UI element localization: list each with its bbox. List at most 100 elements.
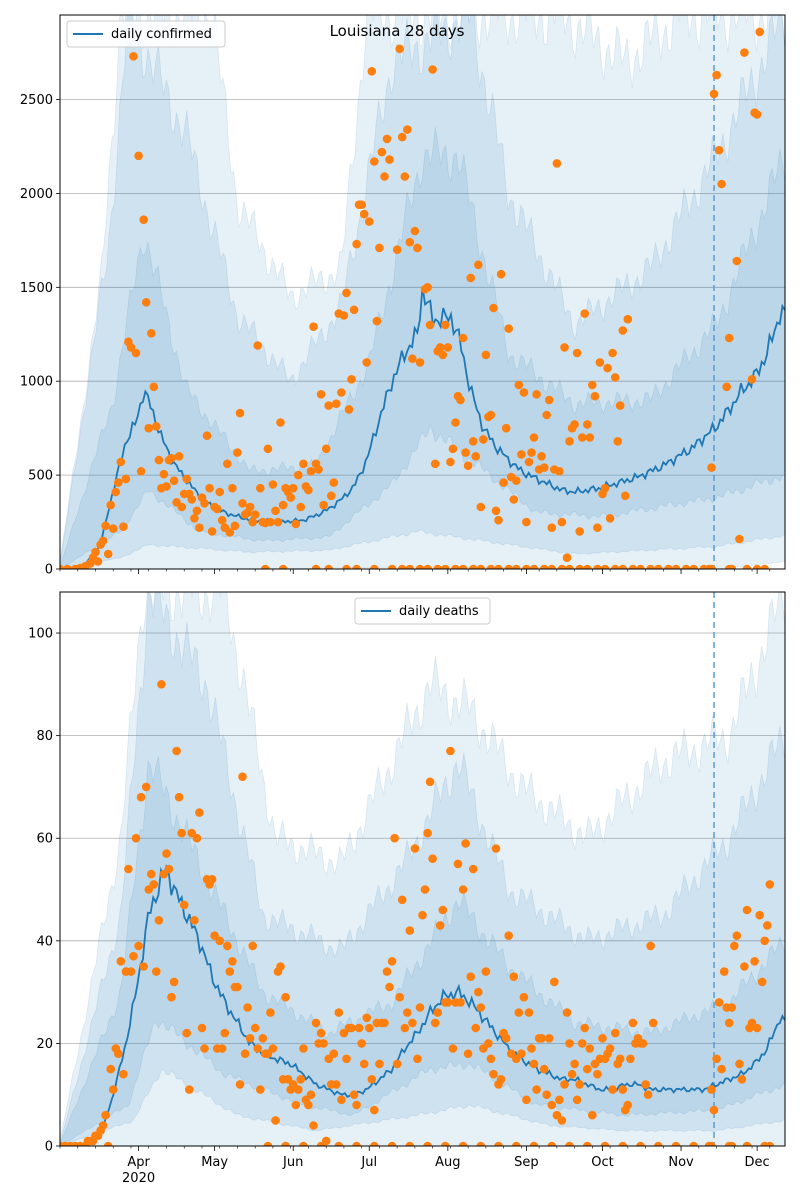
observed-point [448,1044,458,1053]
observed-point [114,478,123,487]
observed-point [583,1064,592,1074]
observed-point [443,343,453,352]
observed-point-zero [486,564,496,569]
observed-point [365,1023,374,1033]
observed-point [152,967,161,976]
observed-point-zero [618,564,628,569]
observed-point [468,437,478,446]
observed-point [519,992,529,1002]
observed-point [580,1023,589,1033]
observed-point [245,1034,255,1043]
observed-point [235,408,245,418]
observed-point-zero [458,1141,468,1146]
observed-point [425,777,435,787]
observed-point [147,329,156,338]
observed-point [192,506,202,516]
observed-point-zero [451,564,460,569]
band-outer [60,592,785,1146]
observed-point [299,459,308,469]
observed-point [712,1054,721,1064]
observed-point-zero [681,564,691,569]
observed-point [314,465,323,474]
observed-point [215,936,224,946]
observed-point [608,1085,617,1094]
observed-point-zero [476,564,486,569]
observed-point [382,967,392,976]
observed-point [491,506,501,516]
observed-point-zero [529,1141,539,1146]
observed-point [119,1069,128,1079]
observed-point [413,243,422,253]
observed-point [131,833,141,843]
observed-point [712,70,721,80]
observed-point-zero [261,564,270,569]
observed-point [149,382,159,392]
observed-point [742,905,752,915]
confirmed-legend-label: daily confirmed [111,27,212,42]
observed-point [410,226,420,236]
observed-point-zero [593,564,602,569]
observed-point [395,44,405,54]
observed-point [248,517,257,527]
observed-point [316,1028,326,1038]
observed-point [529,1059,539,1069]
observed-point [141,782,151,792]
observed-point [441,320,450,330]
observed-point [403,1008,412,1017]
observed-point [238,772,247,781]
observed-point [428,65,437,74]
x-tick-label: Dec [745,1155,770,1170]
observed-point [544,395,554,405]
observed-point [717,179,726,189]
observed-point [164,864,174,874]
observed-point [195,808,204,817]
observed-point-zero [494,1141,503,1146]
observed-point [228,483,237,493]
observed-point [476,502,486,512]
observed-point [519,388,529,397]
observed-point [593,523,602,532]
observed-point [486,410,496,420]
observed-point [501,423,511,433]
observed-point [271,506,280,516]
observed-point [615,1054,625,1064]
observed-point [342,288,351,298]
observed-point [489,1069,498,1079]
observed-point-zero [539,564,549,569]
observed-point [400,1023,410,1033]
observed-point-zero [512,1141,521,1146]
observed-point [291,519,301,529]
observed-point [600,483,610,493]
observed-point [291,1100,301,1110]
y-tick-label: 0 [45,1140,53,1155]
observed-point-zero [504,564,513,569]
observed-point [560,343,569,352]
observed-point [141,298,151,307]
observed-point [106,1064,115,1074]
observed-point [451,418,460,427]
observed-point-zero [707,564,716,569]
observed-point [134,151,143,161]
observed-point [200,499,209,508]
observed-point [370,157,379,166]
observed-point [215,487,224,497]
observed-point [108,1085,118,1094]
observed-point [423,283,432,292]
observed-point [575,1080,584,1089]
observed-point [243,1003,252,1012]
observed-point [646,941,655,951]
observed-point [514,380,524,390]
observed-point [760,936,769,946]
observed-point-zero [583,1141,592,1146]
observed-point [182,474,191,484]
observed-point [626,1054,635,1064]
observed-point [628,1018,638,1028]
observed-point [512,476,521,486]
observed-point-zero [441,1141,450,1146]
observed-point [103,549,113,559]
observed-point [709,89,719,99]
observed-point [605,1044,615,1053]
observed-point-zero [441,564,450,569]
observed-point [476,1003,486,1012]
observed-point [504,931,513,940]
